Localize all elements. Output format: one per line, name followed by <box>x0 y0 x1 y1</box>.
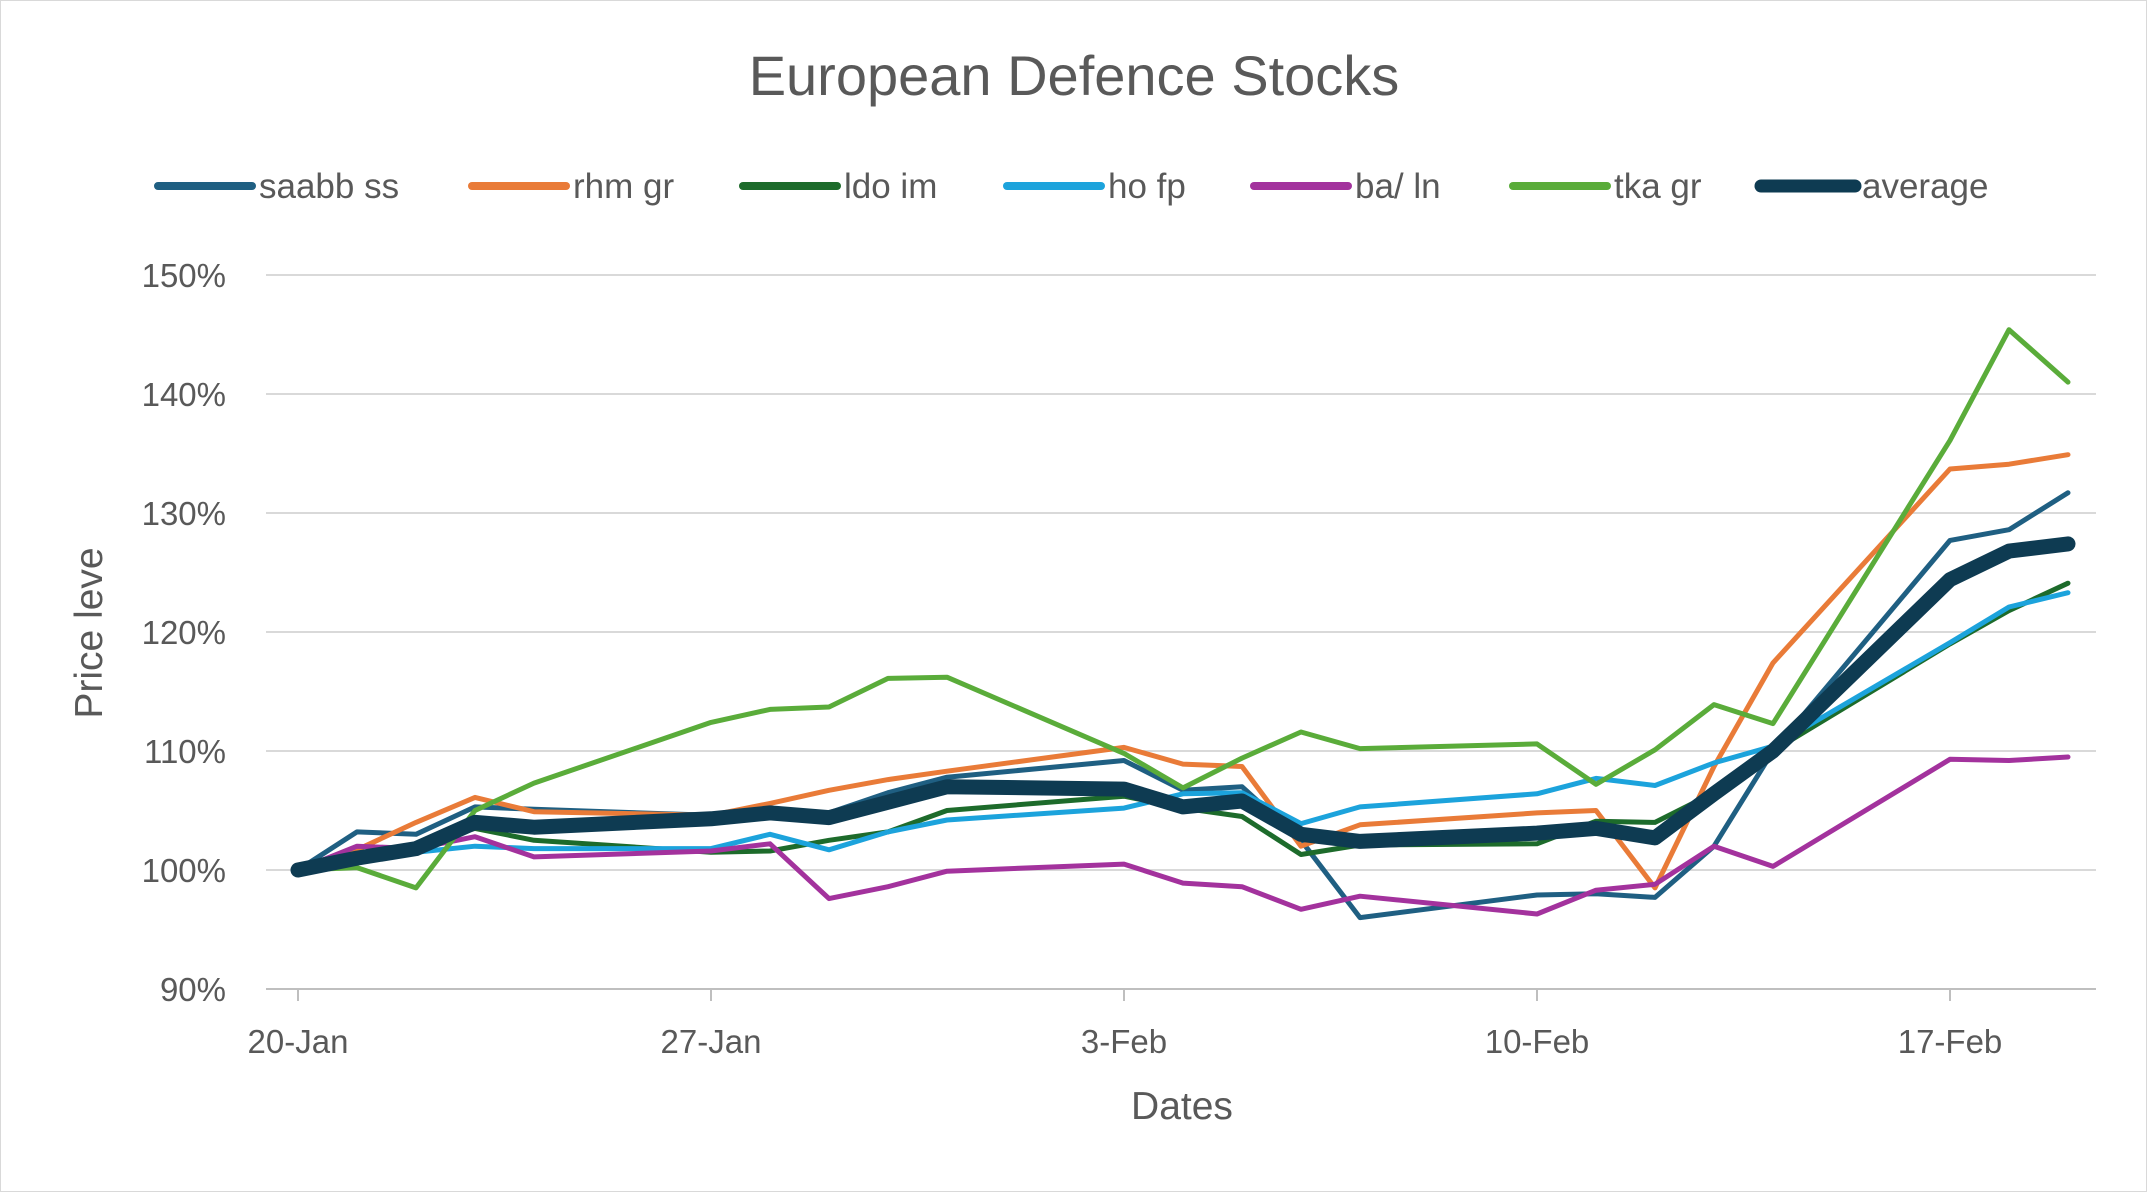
y-tick-label: 110% <box>144 733 226 770</box>
legend-label: saabb ss <box>259 167 399 206</box>
legend-label: average <box>1862 167 1988 206</box>
y-tick-label: 130% <box>142 495 226 532</box>
x-tick-label: 10-Feb <box>1485 1023 1590 1060</box>
y-axis-title: Price leve <box>68 547 111 718</box>
y-tick-label: 150% <box>142 257 226 294</box>
y-tick-label: 140% <box>142 376 226 413</box>
series-line-tka-gr <box>295 327 2071 891</box>
x-tick-label: 20-Jan <box>248 1023 349 1060</box>
x-axis: 20-Jan 27-Jan 3-Feb 10-Feb 17-Feb <box>248 988 2096 1060</box>
legend-label: ldo im <box>844 167 937 206</box>
series-line-ba-ln <box>295 754 2071 917</box>
y-tick-label: 100% <box>142 852 226 889</box>
y-axis: 90% 100% 110% 120% 130% 140% 150% <box>142 257 226 1008</box>
legend-label: ba/ ln <box>1355 167 1441 206</box>
x-tick-label: 17-Feb <box>1898 1023 2003 1060</box>
legend-label: ho fp <box>1108 167 1186 206</box>
x-tick-label: 3-Feb <box>1081 1023 1167 1060</box>
gridlines <box>266 274 2096 871</box>
chart-title: European Defence Stocks <box>749 44 1400 107</box>
series-lines <box>290 327 2076 921</box>
legend-label: tka gr <box>1614 167 1702 206</box>
legend-label: rhm gr <box>573 167 674 206</box>
chart-legend: saabb ss rhm gr ldo im ho fp ba/ ln tka gr ave… <box>154 167 1988 206</box>
x-tick-label: 27-Jan <box>661 1023 762 1060</box>
series-line-rhm-gr <box>295 452 2071 891</box>
y-tick-label: 120% <box>142 614 226 651</box>
series-line-average <box>290 536 2076 878</box>
x-axis-title: Dates <box>1131 1085 1233 1128</box>
y-tick-label: 90% <box>160 971 226 1008</box>
